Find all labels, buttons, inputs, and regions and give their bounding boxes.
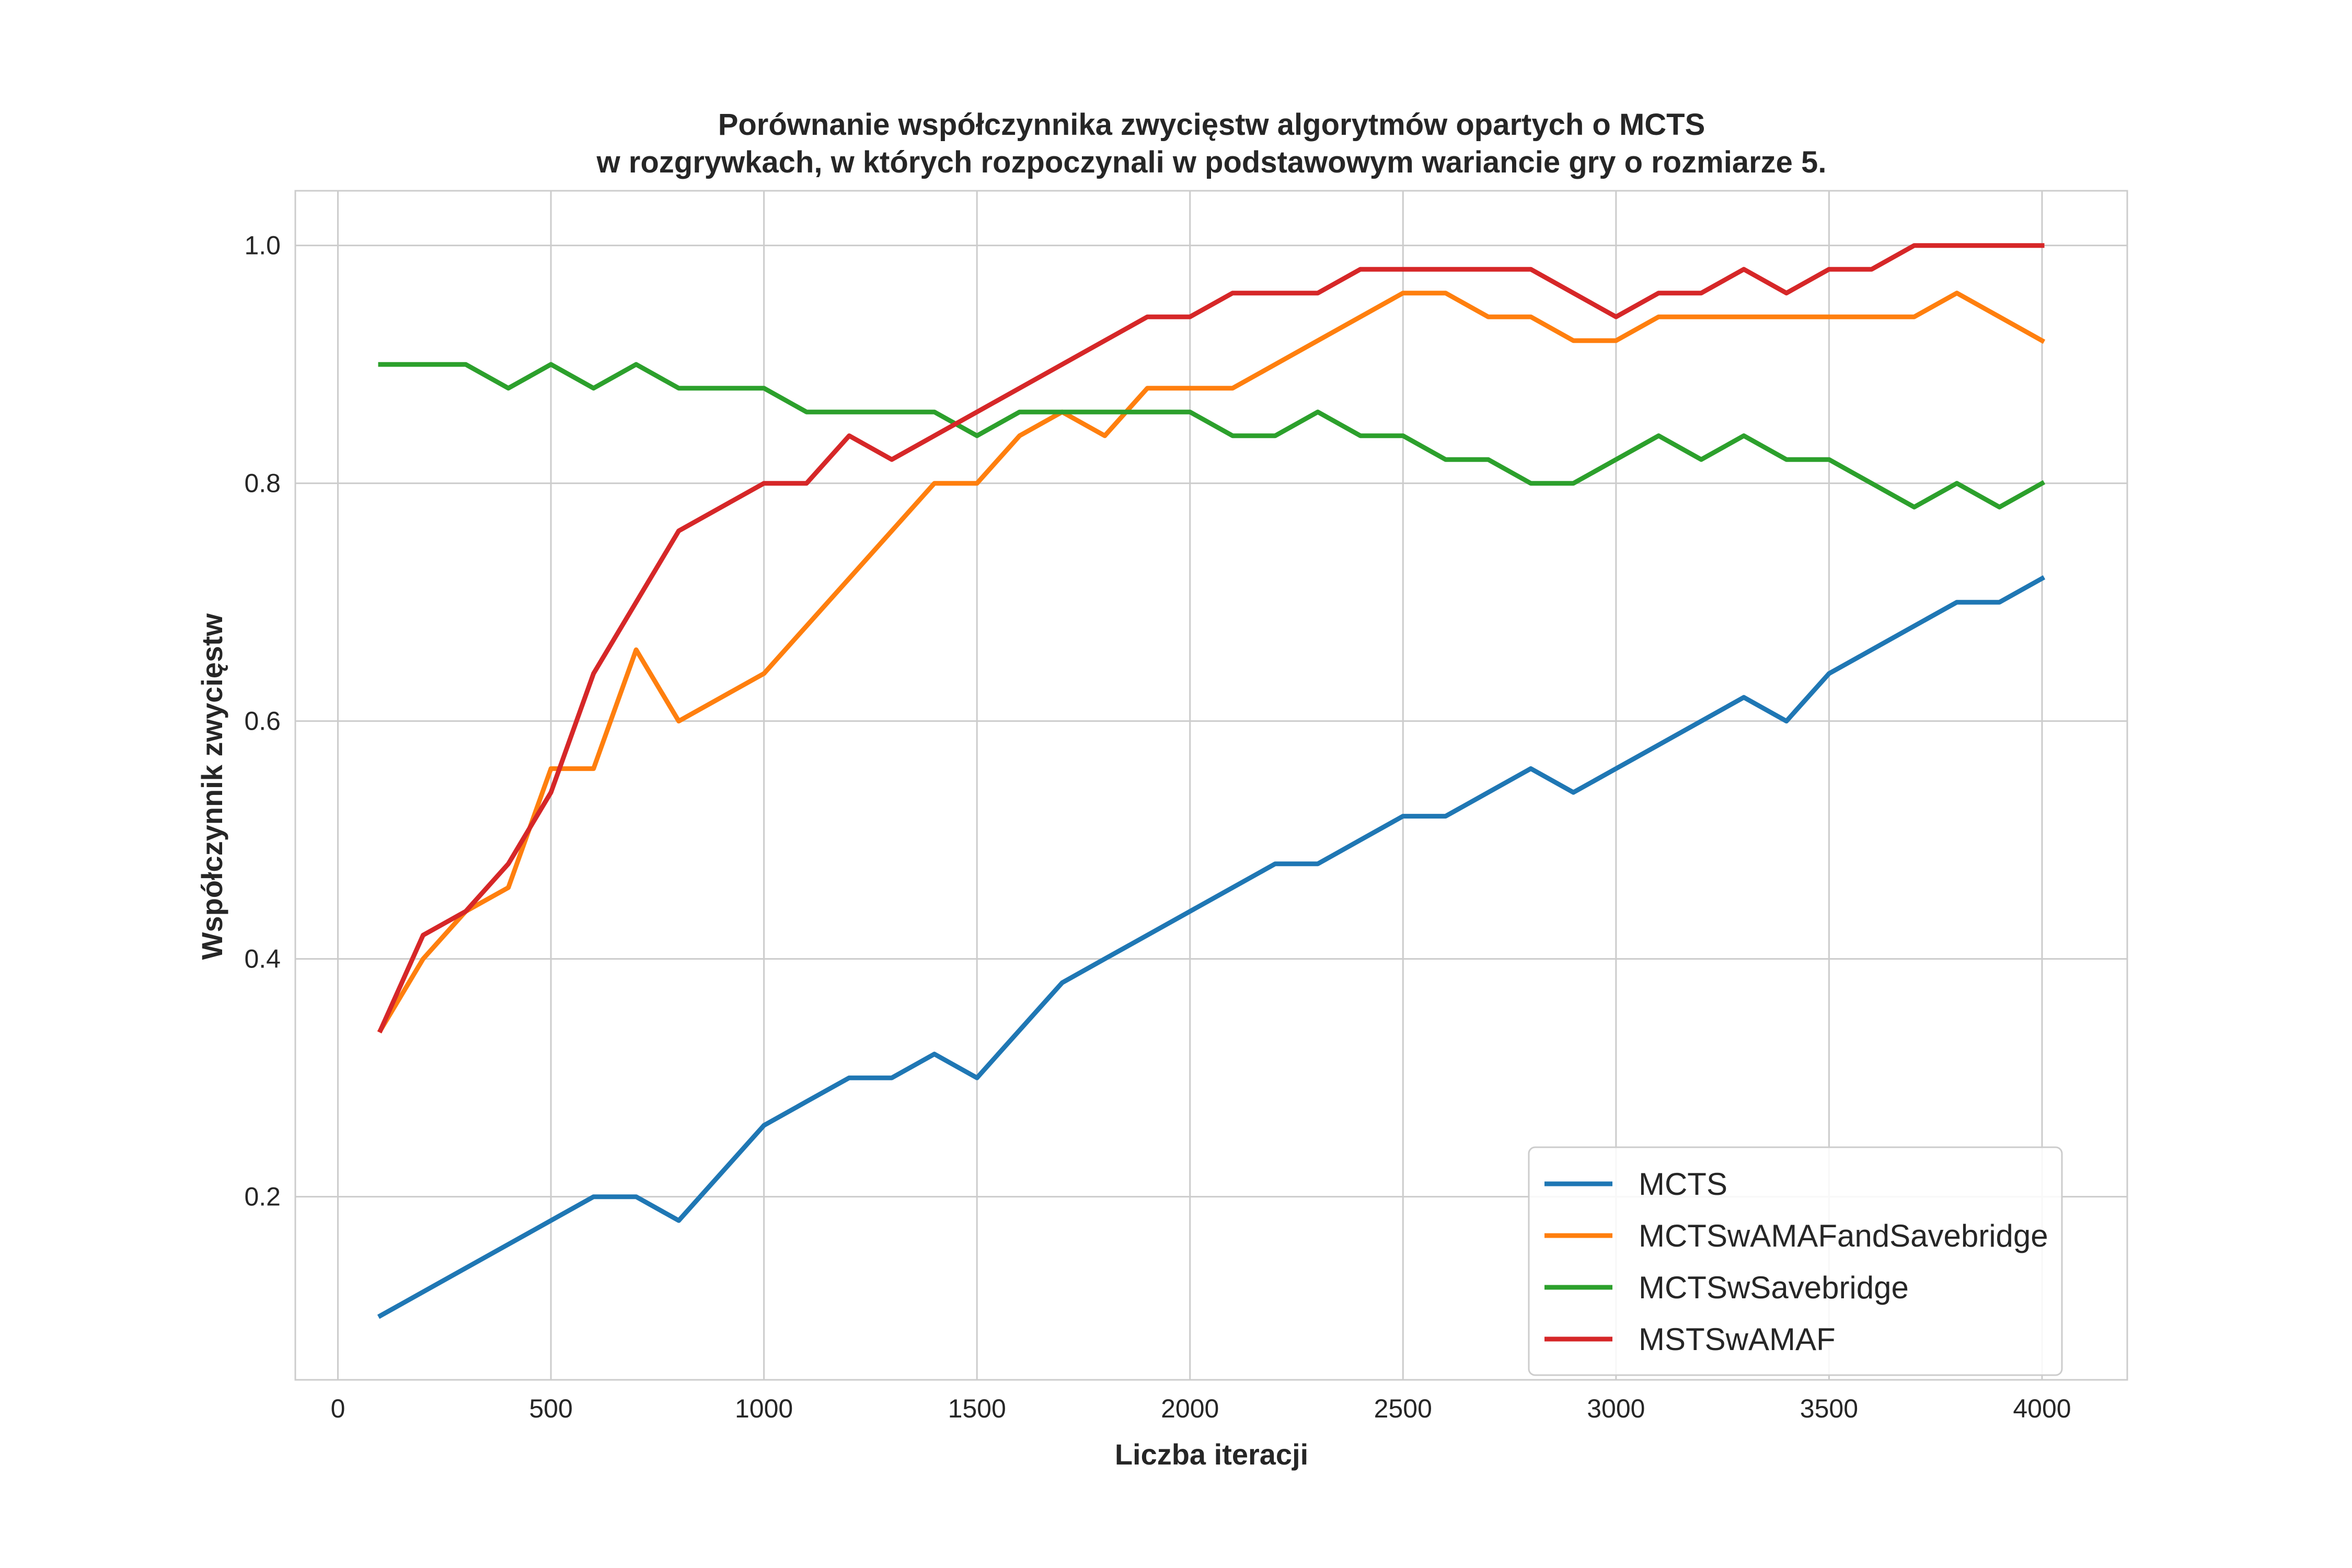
series-line-2 xyxy=(377,291,2046,1034)
y-tick-label: 0.6 xyxy=(244,707,281,736)
series-line-4 xyxy=(377,243,2045,1034)
x-tick-label: 4000 xyxy=(2013,1394,2071,1423)
legend-label: MCTSwAMAFandSavebridge xyxy=(1639,1218,2048,1253)
chart-title: Porównanie współczynnika zwycięstw algor… xyxy=(596,108,1827,179)
y-axis-ticks: 0.2 0.4 0.6 0.8 1.0 xyxy=(244,231,281,1212)
x-axis-label: Liczba iteracji xyxy=(1115,1438,1308,1471)
plot-frame xyxy=(294,190,2128,1381)
y-tick-label: 0.2 xyxy=(244,1182,281,1212)
x-tick-label: 1000 xyxy=(735,1394,793,1423)
legend-label: MSTSwAMAF xyxy=(1639,1322,1836,1357)
y-tick-label: 0.4 xyxy=(244,944,281,974)
chart-title-line-2: w rozgrywkach, w których rozpoczynali w … xyxy=(596,145,1827,179)
x-tick-label: 3000 xyxy=(1587,1394,1645,1423)
y-axis-label: Współczynnik zwycięstw xyxy=(195,613,228,960)
x-axis-ticks: 0 500 1000 1500 2000 2500 3000 3500 4000 xyxy=(331,1394,2071,1423)
series-lines xyxy=(377,243,2046,1319)
x-tick-label: 1500 xyxy=(948,1394,1006,1423)
x-tick-label: 500 xyxy=(529,1394,572,1423)
chart-title-line-1: Porównanie współczynnika zwycięstw algor… xyxy=(718,108,1705,142)
legend: MCTS MCTSwAMAFandSavebridge MCTSwSavebridg… xyxy=(1528,1146,2063,1376)
x-tick-label: 3500 xyxy=(1800,1394,1858,1423)
x-tick-label: 2500 xyxy=(1374,1394,1432,1423)
x-tick-label: 0 xyxy=(331,1394,345,1423)
series-line-3 xyxy=(378,362,2046,510)
series-line-1 xyxy=(377,575,2046,1319)
legend-label: MCTSwSavebridge xyxy=(1639,1270,1909,1305)
legend-label: MCTS xyxy=(1639,1167,1727,1202)
x-tick-label: 2000 xyxy=(1161,1394,1219,1423)
y-tick-label: 0.8 xyxy=(244,469,281,498)
y-tick-label: 1.0 xyxy=(244,231,281,260)
legend-box xyxy=(1528,1146,2063,1376)
